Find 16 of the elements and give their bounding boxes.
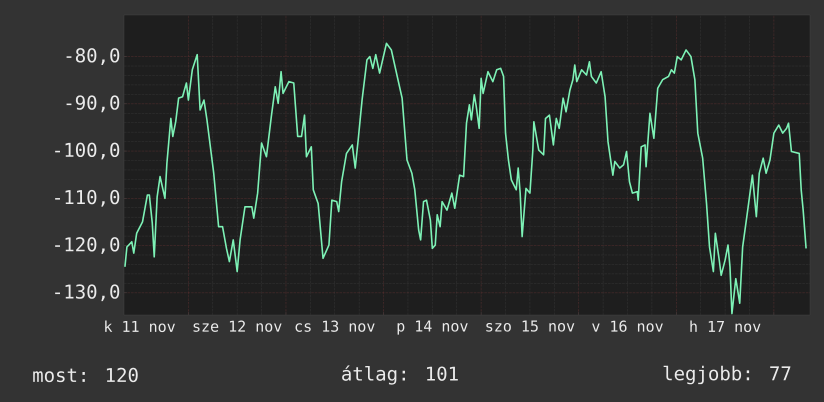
x-tick-label: p 14 nov: [398, 320, 468, 335]
text: most: 120: [33, 368, 138, 382]
y-tick-label: -80,0: [66, 48, 120, 65]
x-tick-label: h 17 nov: [690, 320, 760, 332]
x-tick-label: cs 13 nov: [296, 320, 375, 332]
y-tick-label: -130,0: [55, 284, 120, 302]
text: legjobb: 77: [664, 366, 790, 384]
text: átlag: 101: [342, 365, 458, 385]
y-tick-label: -90,0: [66, 95, 120, 112]
x-tick-label: k 11 nov: [105, 320, 175, 332]
y-tick-label: -100,0: [55, 142, 120, 160]
x-tick-label: sze 12 nov: [194, 320, 282, 332]
x-tick-label: szo 15 nov: [486, 320, 574, 332]
y-tick-label: -110,0: [55, 190, 120, 207]
x-tick-label: v 16 nov: [592, 320, 663, 332]
y-tick-label: -120,0: [55, 237, 120, 254]
